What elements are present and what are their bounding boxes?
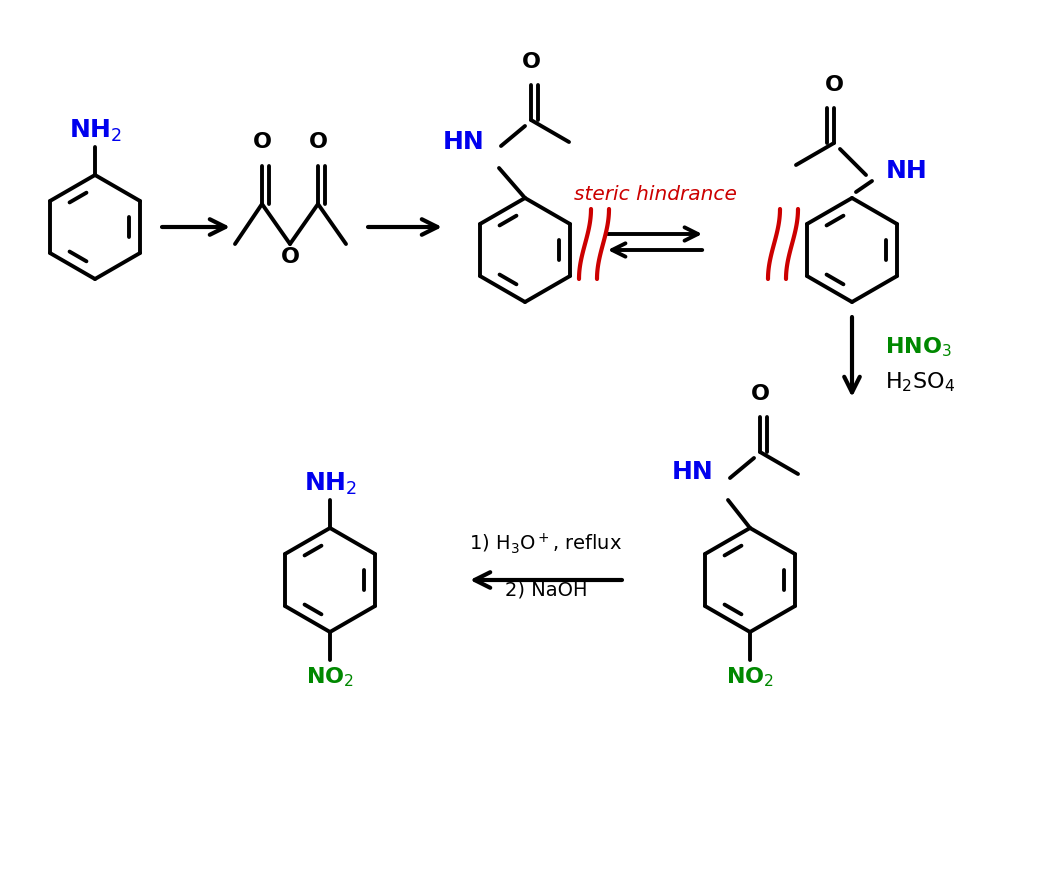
Text: HN: HN xyxy=(443,130,485,154)
Text: O: O xyxy=(280,247,300,267)
Text: O: O xyxy=(253,132,272,152)
Text: HN: HN xyxy=(672,460,714,484)
Text: O: O xyxy=(825,75,843,95)
Text: NH: NH xyxy=(886,159,928,183)
Text: steric hindrance: steric hindrance xyxy=(574,185,737,203)
Text: NH$_2$: NH$_2$ xyxy=(69,118,121,144)
Text: H$_2$SO$_4$: H$_2$SO$_4$ xyxy=(885,371,955,394)
Text: HNO$_3$: HNO$_3$ xyxy=(885,335,952,358)
Text: NO$_2$: NO$_2$ xyxy=(306,665,354,689)
Text: 2) NaOH: 2) NaOH xyxy=(505,581,587,600)
Text: O: O xyxy=(521,52,540,72)
Text: NH$_2$: NH$_2$ xyxy=(304,471,356,497)
Text: NO$_2$: NO$_2$ xyxy=(726,665,774,689)
Text: O: O xyxy=(308,132,327,152)
Text: O: O xyxy=(750,384,769,404)
Text: 1) H$_3$O$^+$, reflux: 1) H$_3$O$^+$, reflux xyxy=(469,532,623,556)
